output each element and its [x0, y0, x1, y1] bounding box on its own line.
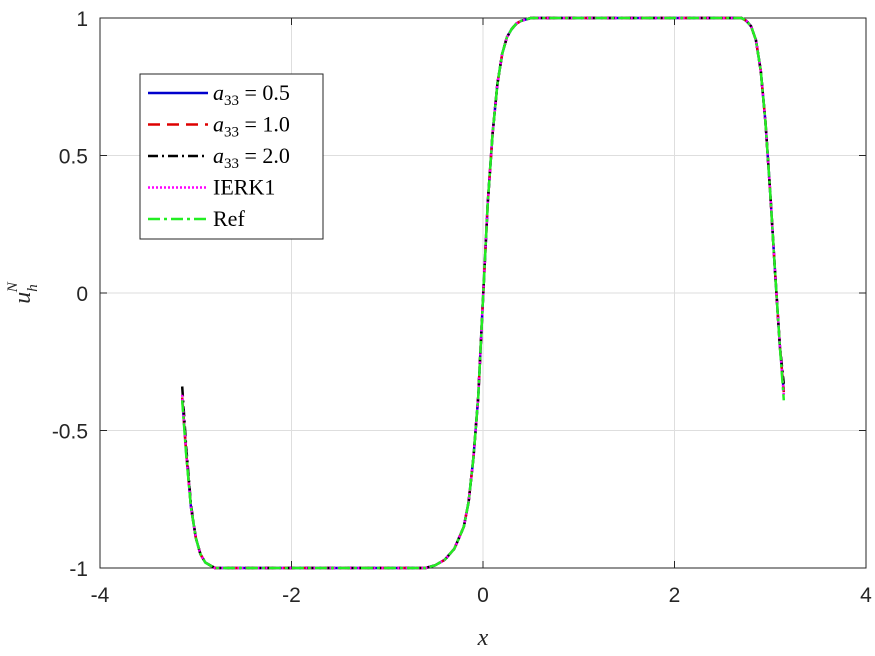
y-tick-label: -0.5 [52, 421, 88, 444]
y-tick-label: 0.5 [59, 146, 88, 169]
x-axis-label: x [477, 625, 489, 651]
y-tick-label: 1 [76, 8, 88, 31]
y-axis-label-sup: N [5, 281, 21, 293]
y-tick-label: -1 [69, 558, 88, 581]
y-axis-label-sub: h [25, 284, 41, 292]
x-tick-label: -2 [282, 584, 301, 607]
y-axis-label: uhN [5, 281, 41, 304]
legend-entry-label: IERK1 [213, 175, 275, 200]
legend-entry-label: a33 = 1.0 [213, 112, 290, 141]
series-line [180, 16, 786, 570]
y-axis-label-base: u [10, 292, 36, 304]
series-lines [180, 16, 786, 570]
x-tick-label: 2 [669, 584, 681, 607]
x-tick-label: 0 [477, 584, 489, 607]
series-line [180, 16, 786, 570]
y-tick-label: 0 [76, 283, 88, 306]
x-tick-label: 4 [860, 584, 872, 607]
svg-text:uhN: uhN [5, 281, 41, 304]
axis-ticks: -4 -2 0 2 4 -1 -0.5 0 0.5 1 [52, 8, 872, 607]
legend-entry-label: a33 = 2.0 [213, 143, 290, 172]
x-tick-label: -4 [91, 584, 110, 607]
legend-entry-label: Ref [213, 206, 245, 231]
legend-entry-label: a33 = 0.5 [213, 80, 290, 109]
